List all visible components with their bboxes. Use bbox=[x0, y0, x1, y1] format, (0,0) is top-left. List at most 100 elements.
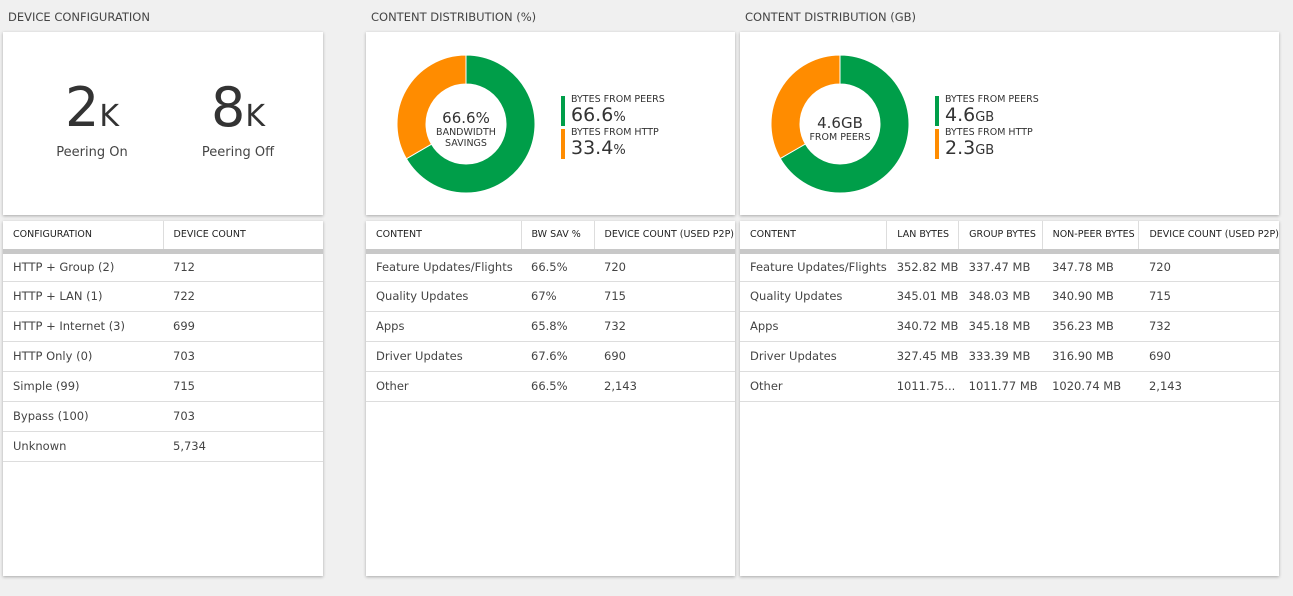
legend-value: 33.4 bbox=[571, 137, 614, 159]
legend: BYTES FROM PEERS 4.6GB BYTES FROM HTTP 2.3… bbox=[935, 94, 1039, 160]
donut-chart bbox=[770, 54, 910, 194]
table-row[interactable]: Unknown 5,734 bbox=[3, 431, 323, 462]
table-row[interactable]: Apps 65.8% 732 bbox=[366, 311, 735, 342]
table-cell: Apps bbox=[366, 311, 521, 342]
column-header[interactable]: CONTENT bbox=[366, 221, 522, 254]
content-distribution-gb-title: CONTENT DISTRIBUTION (GB) bbox=[745, 10, 917, 24]
legend-unit: GB bbox=[975, 110, 995, 125]
table-row[interactable]: Quality Updates 345.01 MB 348.03 MB 340.90 … bbox=[740, 281, 1279, 312]
table-row[interactable]: Feature Updates/Flights 66.5% 720 bbox=[366, 251, 735, 282]
table-cell: 356.23 MB bbox=[1042, 311, 1139, 342]
legend-unit: % bbox=[613, 110, 626, 125]
table-cell: 732 bbox=[1138, 311, 1279, 342]
gb-chart-card: 4.6GB FROM PEERS BYTES FROM PEERS 4.6GB B… bbox=[740, 32, 1279, 215]
table-cell: Other bbox=[366, 371, 521, 402]
table-row[interactable]: Quality Updates 67% 715 bbox=[366, 281, 735, 312]
table-cell: 699 bbox=[163, 311, 323, 342]
configuration-table: CONFIGURATION DEVICE COUNT HTTP + Group (2… bbox=[3, 221, 323, 462]
kpi-card: 2K Peering On 8K Peering Off bbox=[3, 32, 323, 215]
table-cell: 340.72 MB bbox=[886, 311, 959, 342]
donut-slice-peers bbox=[405, 54, 536, 194]
table-cell: 333.39 MB bbox=[958, 341, 1043, 372]
column-header[interactable]: NON-PEER BYTES bbox=[1042, 221, 1140, 254]
column-header[interactable]: CONFIGURATION bbox=[3, 221, 164, 254]
donut-center: 4.6GB FROM PEERS bbox=[795, 114, 885, 143]
table-row[interactable]: HTTP + Group (2) 712 bbox=[3, 251, 323, 282]
column-header[interactable]: DEVICE COUNT (USED P2P) bbox=[1138, 221, 1279, 254]
table-cell: HTTP + Group (2) bbox=[3, 251, 163, 282]
legend-peers: BYTES FROM PEERS 4.6GB bbox=[935, 94, 1039, 127]
table-cell: 732 bbox=[594, 311, 735, 342]
column-header[interactable]: GROUP BYTES bbox=[958, 221, 1043, 254]
table-cell: 722 bbox=[163, 281, 323, 312]
table-cell: Quality Updates bbox=[740, 281, 887, 312]
table-cell: 5,734 bbox=[163, 431, 323, 462]
table-cell: 715 bbox=[594, 281, 735, 312]
table-cell: HTTP Only (0) bbox=[3, 341, 163, 372]
column-header[interactable]: DEVICE COUNT bbox=[163, 221, 323, 254]
table-cell: 337.47 MB bbox=[958, 251, 1043, 282]
legend-http: BYTES FROM HTTP 2.3GB bbox=[935, 127, 1039, 160]
gb-table-card: CONTENT LAN BYTES GROUP BYTES NON-PEER BYTE… bbox=[740, 221, 1279, 576]
table-row[interactable]: Other 66.5% 2,143 bbox=[366, 371, 735, 402]
table-cell: 348.03 MB bbox=[958, 281, 1043, 312]
table-row[interactable]: Other 1011.75... 1011.77 MB 1020.74 MB 2,143 bbox=[740, 371, 1279, 402]
table-cell: 720 bbox=[594, 251, 735, 282]
table-cell: Driver Updates bbox=[366, 341, 521, 372]
legend-value: 66.6 bbox=[571, 104, 614, 126]
table-row[interactable]: Apps 340.72 MB 345.18 MB 356.23 MB 732 bbox=[740, 311, 1279, 342]
table-row[interactable]: Driver Updates 327.45 MB 333.39 MB 316.90 M… bbox=[740, 341, 1279, 372]
table-cell: Simple (99) bbox=[3, 371, 163, 402]
column-header[interactable]: BW SAV % bbox=[521, 221, 595, 254]
table-row[interactable]: HTTP + LAN (1) 722 bbox=[3, 281, 323, 312]
legend-label: BYTES FROM PEERS bbox=[571, 94, 665, 105]
table-cell: 327.45 MB bbox=[886, 341, 959, 372]
table-cell: 690 bbox=[594, 341, 735, 372]
kpi-value: 2 bbox=[64, 76, 100, 139]
center-value: 66.6% bbox=[442, 109, 490, 127]
content-gb-table: CONTENT LAN BYTES GROUP BYTES NON-PEER BYTE… bbox=[740, 221, 1279, 402]
table-row[interactable]: Bypass (100) 703 bbox=[3, 401, 323, 432]
table-cell: Bypass (100) bbox=[3, 401, 163, 432]
table-cell: Unknown bbox=[3, 431, 163, 462]
donut-slice-peers bbox=[779, 54, 910, 194]
legend-http: BYTES FROM HTTP 33.4% bbox=[561, 127, 665, 160]
table-cell: 1011.77 MB bbox=[958, 371, 1043, 402]
column-header[interactable]: DEVICE COUNT (USED P2P) bbox=[594, 221, 735, 254]
center-label: BANDWIDTH SAVINGS bbox=[436, 127, 496, 149]
table-row[interactable]: Feature Updates/Flights 352.82 MB 337.47 M… bbox=[740, 251, 1279, 282]
center-value: 4.6GB bbox=[817, 114, 863, 132]
table-cell: 2,143 bbox=[1138, 371, 1279, 402]
table-cell: 715 bbox=[163, 371, 323, 402]
table-row[interactable]: HTTP Only (0) 703 bbox=[3, 341, 323, 372]
donut-center: 66.6% BANDWIDTH SAVINGS bbox=[421, 109, 511, 149]
donut-slice-http bbox=[396, 54, 467, 160]
center-label: FROM PEERS bbox=[809, 132, 871, 143]
column-header[interactable]: LAN BYTES bbox=[886, 221, 960, 254]
table-cell: 66.5% bbox=[521, 371, 594, 402]
legend-peers: BYTES FROM PEERS 66.6% bbox=[561, 94, 665, 127]
column-header[interactable]: CONTENT bbox=[740, 221, 888, 254]
table-cell: Driver Updates bbox=[740, 341, 887, 372]
content-pct-table: CONTENT BW SAV % DEVICE COUNT (USED P2P) Fe… bbox=[366, 221, 735, 402]
table-cell: Feature Updates/Flights bbox=[740, 251, 887, 282]
table-cell: 316.90 MB bbox=[1042, 341, 1139, 372]
content-distribution-pct-title: CONTENT DISTRIBUTION (%) bbox=[371, 10, 537, 24]
table-row[interactable]: Driver Updates 67.6% 690 bbox=[366, 341, 735, 372]
legend: BYTES FROM PEERS 66.6% BYTES FROM HTTP 33.… bbox=[561, 94, 665, 160]
legend-value: 4.6 bbox=[945, 104, 976, 126]
kpi-label: Peering Off bbox=[201, 145, 275, 160]
table-row[interactable]: HTTP + Internet (3) 699 bbox=[3, 311, 323, 342]
table-cell: 1011.75... bbox=[886, 371, 959, 402]
legend-value: 2.3 bbox=[945, 137, 976, 159]
kpi-unit: K bbox=[99, 99, 120, 134]
table-cell: Apps bbox=[740, 311, 887, 342]
kpi-peering-on: 2K Peering On bbox=[32, 80, 152, 161]
table-cell: 340.90 MB bbox=[1042, 281, 1139, 312]
table-cell: 1020.74 MB bbox=[1042, 371, 1139, 402]
table-cell: 720 bbox=[1138, 251, 1279, 282]
table-cell: Feature Updates/Flights bbox=[366, 251, 521, 282]
table-cell: Other bbox=[740, 371, 887, 402]
table-cell: 345.01 MB bbox=[886, 281, 959, 312]
table-row[interactable]: Simple (99) 715 bbox=[3, 371, 323, 402]
